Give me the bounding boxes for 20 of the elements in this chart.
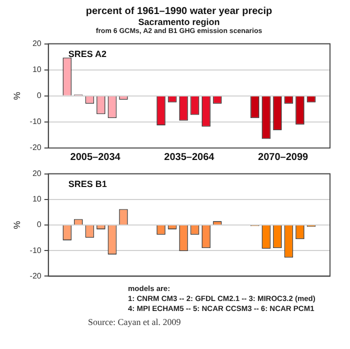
y-tick-label: -20 xyxy=(30,271,42,280)
x-tick-label: 2070–2099 xyxy=(258,152,309,163)
y-tick-label: 0 xyxy=(36,91,42,100)
y-tick-label: 10 xyxy=(32,65,42,74)
chart-subtitle: Sacramento region xyxy=(137,17,221,27)
y-tick-label: -10 xyxy=(30,117,42,126)
x-tick-label: 2005–2034 xyxy=(70,152,121,163)
y-tick-label: -10 xyxy=(30,246,42,255)
y-tick-label: 20 xyxy=(32,39,42,48)
x-tick-label: 2035–2064 xyxy=(164,152,215,163)
annotation: SRES B1 xyxy=(68,178,107,189)
y-tick-label: 10 xyxy=(32,194,42,204)
y-tick-label: 20 xyxy=(32,169,42,178)
y-tick-label: 0 xyxy=(36,220,42,230)
source-note: Source: Cayan et al. 2009 xyxy=(88,317,182,330)
annotation: SRES A2 xyxy=(68,48,107,59)
y-axis-title: % xyxy=(12,221,22,230)
chart-title: percent of 1961–1990 water year precip xyxy=(84,6,274,17)
y-tick-label: -20 xyxy=(30,143,42,152)
y-axis-title: % xyxy=(12,92,22,100)
